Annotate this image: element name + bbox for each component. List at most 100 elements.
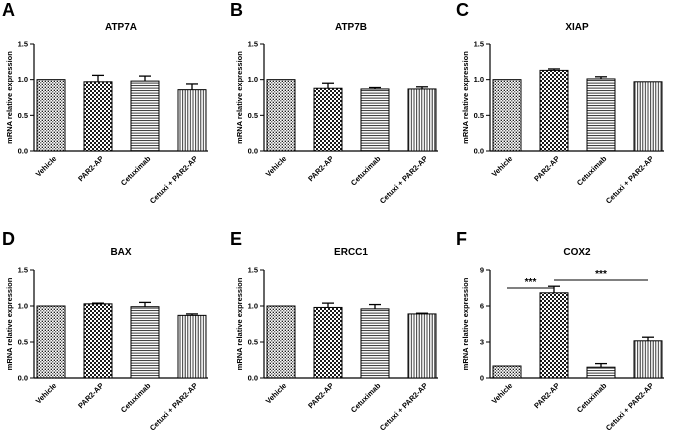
bar	[360, 308, 390, 379]
bar	[266, 305, 296, 379]
y-tick-label: 1.5	[248, 40, 258, 49]
bar	[407, 88, 437, 152]
bar	[313, 87, 343, 152]
y-axis-title: mRNA relative expression	[461, 51, 470, 144]
panel-letter: E	[230, 229, 242, 249]
panel-letter: F	[456, 229, 467, 249]
y-tick-label: 1.5	[248, 266, 258, 275]
x-tick-label: Cetuxi + PAR2-AP	[378, 154, 430, 206]
y-tick-label: 0	[480, 374, 484, 383]
x-tick-label: PAR2-AP	[76, 381, 105, 410]
x-tick-label: Cetuxi + PAR2-AP	[148, 381, 200, 433]
y-tick-label: 1.5	[18, 266, 28, 275]
panel-letter: D	[2, 229, 15, 249]
bar	[177, 314, 207, 379]
y-tick-label: 0.0	[248, 374, 258, 383]
y-tick-label: 6	[480, 302, 484, 311]
panel-d: D BAX mRNA relative expression 0.0 0.5 1.0 1.5…	[2, 229, 208, 433]
x-tick-label: Vehicle	[490, 154, 515, 179]
x-tick-label: Cetuxi + PAR2-AP	[604, 381, 656, 433]
bar	[36, 79, 66, 152]
y-tick-label: 0.0	[248, 147, 258, 156]
y-tick-label: 1.0	[474, 75, 484, 84]
panel-a: A ATP7A mRNA relative expression 0.0 0.5 1.0 1…	[2, 0, 208, 206]
bar	[633, 340, 663, 379]
y-axis-title: mRNA relative expression	[235, 51, 244, 144]
chart-title: BAX	[110, 247, 131, 258]
bar	[492, 365, 522, 379]
y-tick-label: 0.5	[18, 111, 28, 120]
y-tick-label: 1.5	[474, 40, 484, 49]
y-tick-label: 0.0	[18, 374, 28, 383]
bar	[177, 89, 207, 152]
y-tick-label: 0.0	[18, 147, 28, 156]
panel-b: B ATP7B mRNA relative expression 0.0 0.5 1.0 1…	[230, 0, 438, 206]
panel-letter: B	[230, 0, 243, 20]
y-tick-label: 0.5	[248, 111, 258, 120]
x-tick-label: Vehicle	[264, 154, 289, 179]
x-tick-label: Cetuximab	[119, 381, 153, 415]
bar	[83, 303, 113, 379]
y-tick-label: 1.0	[18, 75, 28, 84]
x-tick-label: Vehicle	[34, 154, 59, 179]
chart-title: COX2	[563, 247, 591, 258]
y-tick-label: 0.5	[474, 111, 484, 120]
y-tick-label: 1.0	[248, 302, 258, 311]
chart-title: ATP7B	[335, 22, 367, 33]
x-tick-label: Cetuxi + PAR2-AP	[148, 154, 200, 206]
x-tick-label: Cetuximab	[575, 154, 609, 188]
x-tick-label: Cetuximab	[119, 154, 153, 188]
x-tick-label: Cetuxi + PAR2-AP	[378, 381, 430, 433]
x-tick-label: Cetuxi + PAR2-AP	[604, 154, 656, 206]
y-axis-title: mRNA relative expression	[5, 277, 14, 370]
chart-title: ERCC1	[334, 247, 368, 258]
panel-e: E ERCC1 mRNA relative expression 0.0 0.5 1.0 1…	[230, 229, 438, 433]
y-axis-title: mRNA relative expression	[235, 277, 244, 370]
bar	[313, 306, 343, 379]
bar	[407, 313, 437, 379]
bar	[633, 81, 663, 152]
x-tick-label: Vehicle	[490, 381, 515, 406]
y-tick-label: 9	[480, 266, 484, 275]
x-tick-label: PAR2-AP	[532, 381, 561, 410]
y-tick-label: 3	[480, 338, 484, 347]
y-tick-label: 0.0	[474, 147, 484, 156]
y-tick-label: 0.5	[248, 338, 258, 347]
y-tick-label: 1.5	[18, 40, 28, 49]
bar	[36, 305, 66, 379]
y-tick-label: 0.5	[18, 338, 28, 347]
x-tick-label: Cetuximab	[575, 381, 609, 415]
panel-letter: C	[456, 0, 469, 20]
bar	[130, 80, 160, 152]
x-tick-label: Vehicle	[34, 381, 59, 406]
y-tick-label: 1.0	[248, 75, 258, 84]
chart-title: XIAP	[565, 22, 589, 33]
bar	[130, 306, 160, 379]
bar	[586, 78, 616, 152]
y-axis-title: mRNA relative expression	[461, 277, 470, 370]
x-tick-label: Vehicle	[264, 381, 289, 406]
x-tick-label: PAR2-AP	[532, 154, 561, 183]
panel-c: C XIAP mRNA relative expression 0.0 0.5 1.0 1.…	[456, 0, 664, 206]
x-tick-label: Cetuximab	[349, 154, 383, 188]
bar	[586, 366, 616, 379]
x-tick-label: PAR2-AP	[306, 154, 335, 183]
bar	[360, 88, 390, 152]
panels: A ATP7A mRNA relative expression 0.0 0.5 1.0 1…	[2, 0, 664, 433]
bar	[266, 79, 296, 152]
bar	[492, 79, 522, 152]
significance-label: ***	[525, 277, 537, 288]
panel-f: F COX2 mRNA relative expression 0 3 6 9 Vehicle…	[456, 229, 664, 433]
x-tick-label: PAR2-AP	[76, 154, 105, 183]
bar	[539, 69, 569, 152]
y-tick-label: 1.0	[18, 302, 28, 311]
bar	[539, 292, 569, 379]
significance-label: ***	[595, 269, 607, 280]
x-tick-label: Cetuximab	[349, 381, 383, 415]
panel-letter: A	[2, 0, 15, 20]
x-tick-label: PAR2-AP	[306, 381, 335, 410]
chart-title: ATP7A	[105, 22, 137, 33]
y-axis-title: mRNA relative expression	[5, 51, 14, 144]
bar	[83, 81, 113, 152]
